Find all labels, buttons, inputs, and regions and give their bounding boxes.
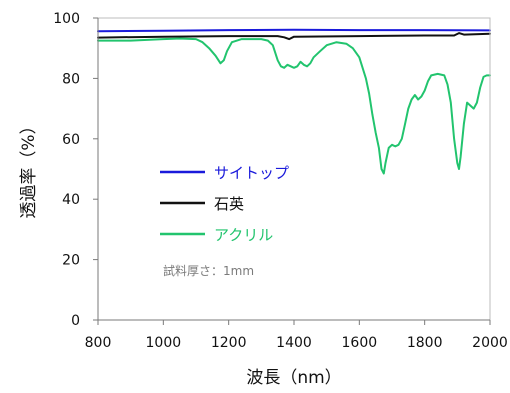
y-axis-title: 透過率（%） [19,117,39,218]
x-axis-title: 波長（nm） [246,368,341,388]
series-line-3 [97,37,491,175]
y-tick-label: 80 [62,71,80,87]
x-tick-label: 1600 [342,335,378,351]
x-tick-label: 1400 [276,335,312,351]
y-tick-label: 60 [62,132,80,148]
tick-labels: 800 1000 1200 1400 1600 1800 2000 0 20 40 60 80 100 [53,11,508,351]
legend-label-3: アクリル [214,226,273,244]
x-tick-label: 1800 [407,335,443,351]
x-tick-label: 1000 [146,335,182,351]
legend-label-1: サイトップ [214,164,289,182]
x-tick-label: 800 [85,335,112,351]
y-tick-label: 100 [53,11,80,27]
axes [93,17,491,325]
x-tick-label: 1200 [211,335,247,351]
series-line-1 [97,28,491,33]
legend-label-2: 石英 [214,195,244,213]
series-line-2 [97,32,491,41]
sample-thickness-note: 試料厚さ：1mm [163,263,254,278]
y-tick-label: 0 [71,313,80,329]
plot-area-frame [97,17,491,321]
x-tick-label: 2000 [472,335,508,351]
plot-lines [97,28,491,175]
y-tick-label: 20 [62,253,80,269]
y-tick-label: 40 [62,192,80,208]
